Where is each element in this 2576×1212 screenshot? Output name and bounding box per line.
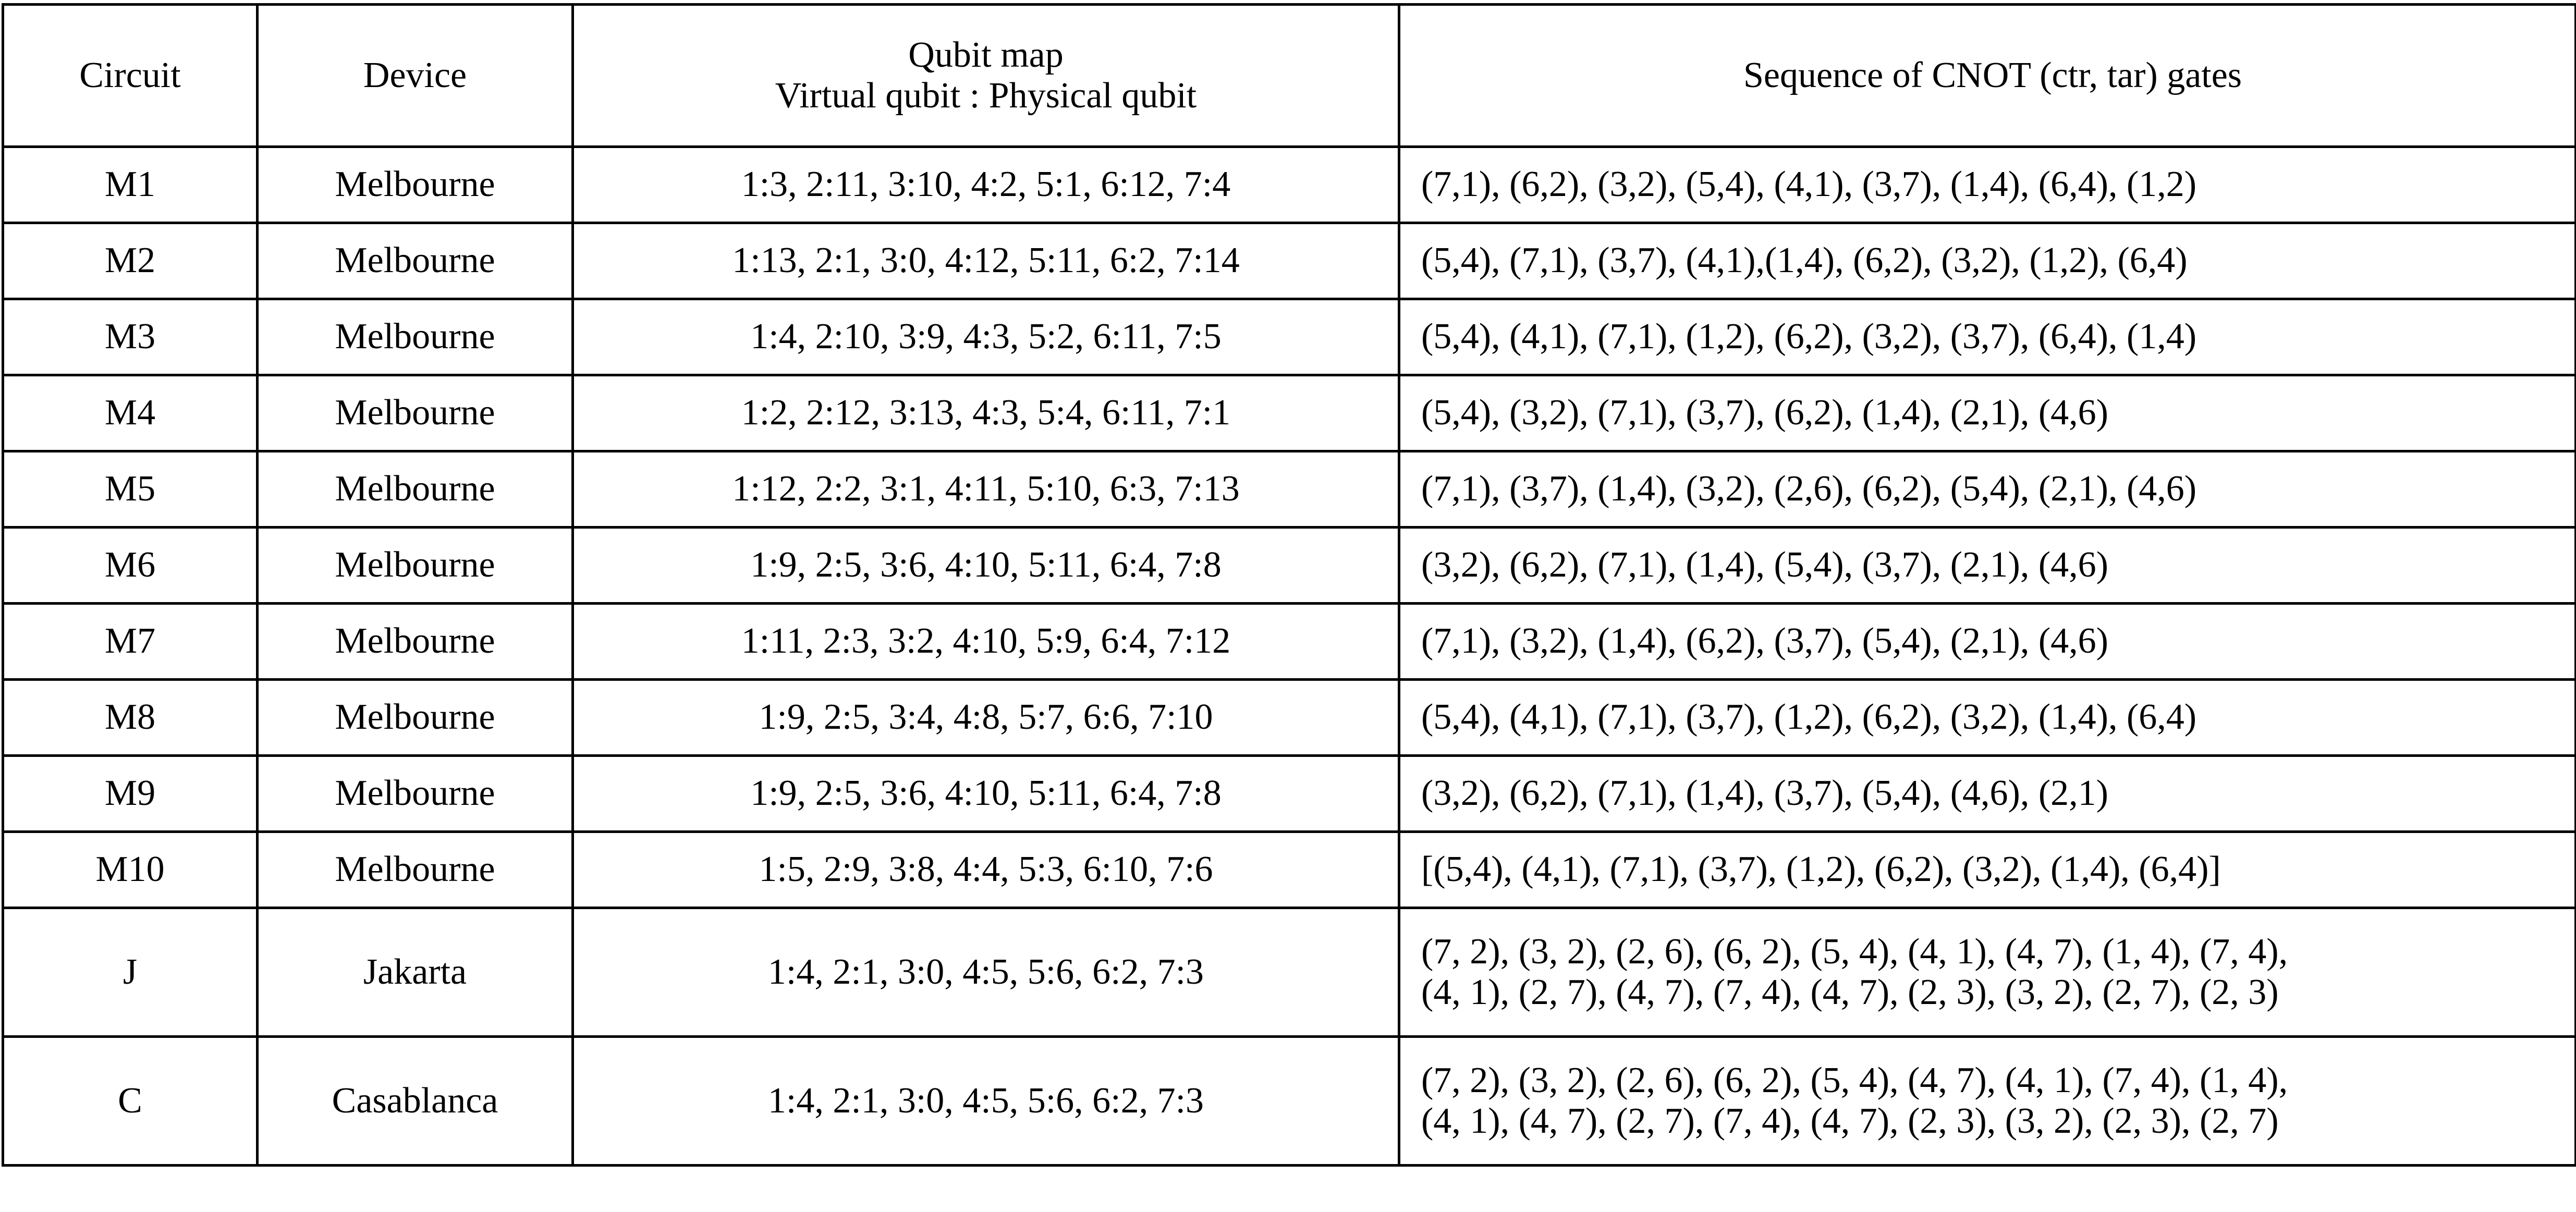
table-cell: (5,4), (7,1), (3,7), (4,1),(1,4), (6,2),… bbox=[1398, 222, 2576, 300]
table-cell: M7 bbox=[2, 602, 259, 681]
table-row: C Casablanca 1:4, 2:1, 3:0, 4:5, 5:6, 6:2,… bbox=[2, 1035, 2576, 1167]
table-cell: (7, 2), (3, 2), (2, 6), (6, 2), (5, 4), … bbox=[1398, 907, 2576, 1038]
table-cell: M5 bbox=[2, 450, 259, 529]
table-cell: Melbourne bbox=[256, 602, 574, 681]
table-cell: (3,2), (6,2), (7,1), (1,4), (3,7), (5,4)… bbox=[1398, 754, 2576, 833]
table-row: M4 Melbourne 1:2, 2:12, 3:13, 4:3, 5:4, 6:… bbox=[2, 374, 2576, 452]
table-cell: (7,1), (3,7), (1,4), (3,2), (2,6), (6,2)… bbox=[1398, 450, 2576, 529]
table-row: M1 Melbourne 1:3, 2:11, 3:10, 4:2, 5:1, 6:… bbox=[2, 145, 2576, 224]
table-cell: (5,4), (4,1), (7,1), (1,2), (6,2), (3,2)… bbox=[1398, 298, 2576, 376]
table-row: M10 Melbourne 1:5, 2:9, 3:8, 4:4, 5:3, 6:1… bbox=[2, 830, 2576, 909]
table-cell: M4 bbox=[2, 374, 259, 452]
table-row: M8 Melbourne 1:9, 2:5, 3:4, 4:8, 5:7, 6:6,… bbox=[2, 678, 2576, 757]
table-cell: M10 bbox=[2, 830, 259, 909]
table-cell: Melbourne bbox=[256, 526, 574, 605]
cell-line: (7, 2), (3, 2), (2, 6), (6, 2), (5, 4), … bbox=[1421, 1060, 2288, 1100]
table-cell: (5,4), (4,1), (7,1), (3,7), (1,2), (6,2)… bbox=[1398, 678, 2576, 757]
table-cell: Melbourne bbox=[256, 374, 574, 452]
table-cell: 1:9, 2:5, 3:6, 4:10, 5:11, 6:4, 7:8 bbox=[571, 526, 1400, 605]
table-cell: 1:11, 2:3, 3:2, 4:10, 5:9, 6:4, 7:12 bbox=[571, 602, 1400, 681]
table-cell: M3 bbox=[2, 298, 259, 376]
table-cell: Melbourne bbox=[256, 754, 574, 833]
table-cell: 1:12, 2:2, 3:1, 4:11, 5:10, 6:3, 7:13 bbox=[571, 450, 1400, 529]
table-cell: 1:2, 2:12, 3:13, 4:3, 5:4, 6:11, 7:1 bbox=[571, 374, 1400, 452]
header-row: Circuit Device Qubit map Virtual qubit : Ph… bbox=[2, 3, 2576, 148]
table-cell: 1:9, 2:5, 3:4, 4:8, 5:7, 6:6, 7:10 bbox=[571, 678, 1400, 757]
table-cell: J bbox=[2, 907, 259, 1038]
table-cell: 1:3, 2:11, 3:10, 4:2, 5:1, 6:12, 7:4 bbox=[571, 145, 1400, 224]
table-row: M2 Melbourne 1:13, 2:1, 3:0, 4:12, 5:11, 6… bbox=[2, 222, 2576, 300]
page: Circuit Device Qubit map Virtual qubit : Ph… bbox=[0, 3, 2576, 1212]
table-cell: (5,4), (3,2), (7,1), (3,7), (6,2), (1,4)… bbox=[1398, 374, 2576, 452]
table-cell: Melbourne bbox=[256, 145, 574, 224]
table-cell: Jakarta bbox=[256, 907, 574, 1038]
table-cell: (7,1), (3,2), (1,4), (6,2), (3,7), (5,4)… bbox=[1398, 602, 2576, 681]
table-cell: (7, 2), (3, 2), (2, 6), (6, 2), (5, 4), … bbox=[1398, 1035, 2576, 1167]
table-row: J Jakarta 1:4, 2:1, 3:0, 4:5, 5:6, 6:2, 7:… bbox=[2, 907, 2576, 1038]
table-cell: Melbourne bbox=[256, 222, 574, 300]
header-cell: Qubit map Virtual qubit : Physical qubit bbox=[571, 3, 1400, 148]
table-cell: Casablanca bbox=[256, 1035, 574, 1167]
table-cell: M8 bbox=[2, 678, 259, 757]
table-cell: 1:13, 2:1, 3:0, 4:12, 5:11, 6:2, 7:14 bbox=[571, 222, 1400, 300]
table-cell: 1:4, 2:1, 3:0, 4:5, 5:6, 6:2, 7:3 bbox=[571, 1035, 1400, 1167]
table-cell: Melbourne bbox=[256, 830, 574, 909]
table-cell: 1:4, 2:1, 3:0, 4:5, 5:6, 6:2, 7:3 bbox=[571, 907, 1400, 1038]
header-cell: Device bbox=[256, 3, 574, 148]
table-row: M3 Melbourne 1:4, 2:10, 3:9, 4:3, 5:2, 6:1… bbox=[2, 298, 2576, 376]
cell-line: (4, 1), (4, 7), (2, 7), (7, 4), (4, 7), … bbox=[1421, 1101, 2279, 1141]
table-row: M9 Melbourne 1:9, 2:5, 3:6, 4:10, 5:11, 6:… bbox=[2, 754, 2576, 833]
table-row: M6 Melbourne 1:9, 2:5, 3:6, 4:10, 5:11, 6:… bbox=[2, 526, 2576, 605]
table-row: M7 Melbourne 1:11, 2:3, 3:2, 4:10, 5:9, 6:… bbox=[2, 602, 2576, 681]
table-cell: 1:9, 2:5, 3:6, 4:10, 5:11, 6:4, 7:8 bbox=[571, 754, 1400, 833]
cell-line: Virtual qubit : Physical qubit bbox=[775, 76, 1197, 116]
table-cell: Melbourne bbox=[256, 450, 574, 529]
table-cell: (3,2), (6,2), (7,1), (1,4), (5,4), (3,7)… bbox=[1398, 526, 2576, 605]
table-cell: C bbox=[2, 1035, 259, 1167]
table-cell: M2 bbox=[2, 222, 259, 300]
table-cell: Melbourne bbox=[256, 678, 574, 757]
table-cell: M6 bbox=[2, 526, 259, 605]
table-cell: 1:5, 2:9, 3:8, 4:4, 5:3, 6:10, 7:6 bbox=[571, 830, 1400, 909]
cell-line: (7, 2), (3, 2), (2, 6), (6, 2), (5, 4), … bbox=[1421, 931, 2288, 972]
table-cell: 1:4, 2:10, 3:9, 4:3, 5:2, 6:11, 7:5 bbox=[571, 298, 1400, 376]
table-cell: (7,1), (6,2), (3,2), (5,4), (4,1), (3,7)… bbox=[1398, 145, 2576, 224]
table-row: M5 Melbourne 1:12, 2:2, 3:1, 4:11, 5:10, 6… bbox=[2, 450, 2576, 529]
cell-line: Qubit map bbox=[908, 34, 1064, 75]
table-cell: Melbourne bbox=[256, 298, 574, 376]
cnot-table: Circuit Device Qubit map Virtual qubit : Ph… bbox=[2, 3, 2576, 1167]
table-cell: [(5,4), (4,1), (7,1), (3,7), (1,2), (6,2… bbox=[1398, 830, 2576, 909]
table-cell: M9 bbox=[2, 754, 259, 833]
cell-line: (4, 1), (2, 7), (4, 7), (7, 4), (4, 7), … bbox=[1421, 972, 2279, 1012]
table-cell: M1 bbox=[2, 145, 259, 224]
header-cell: Circuit bbox=[2, 3, 259, 148]
header-cell: Sequence of CNOT (ctr, tar) gates bbox=[1398, 3, 2576, 148]
